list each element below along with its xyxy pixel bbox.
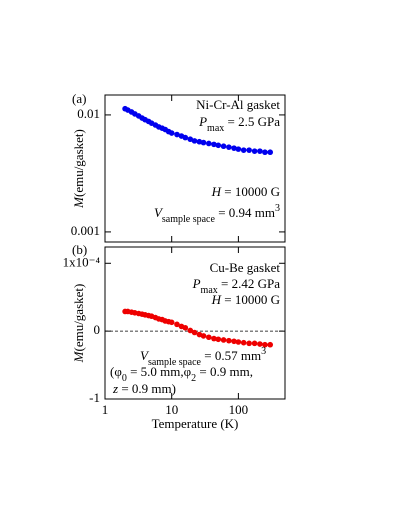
annotation: Pmax = 2.42 GPa [192, 276, 281, 296]
data-point [211, 335, 217, 342]
y-axis-label: M(emu/gasket) [71, 129, 86, 209]
data-point [262, 341, 268, 348]
data-point [182, 324, 189, 331]
text-part: (φ [110, 364, 122, 379]
text-part: = 0.57 mm [201, 348, 261, 363]
text-part: = 0.9 mm) [118, 381, 176, 396]
panel-label: (a) [72, 91, 86, 106]
data-point [182, 134, 189, 141]
x-axis-label: Temperature (K) [152, 416, 239, 431]
x-tick-label: 100 [229, 402, 249, 417]
text-part: 0 [122, 373, 127, 384]
data-point [240, 339, 247, 346]
data-point [220, 337, 227, 343]
data-point [211, 141, 217, 148]
data-point [200, 139, 207, 146]
data-point [231, 145, 237, 151]
data-point [174, 131, 180, 138]
text-part: P [198, 114, 207, 129]
data-point [262, 149, 268, 156]
data-point [226, 144, 232, 150]
data-point [257, 341, 263, 347]
data-point [267, 341, 274, 348]
text-part: (emu/gasket) [71, 284, 86, 352]
text-part: 3 [275, 203, 280, 214]
data-point [187, 136, 194, 143]
annotation: Vsample space = 0.57 mm3 [140, 346, 266, 368]
text-part: = 2.42 GPa [218, 276, 280, 291]
data-point [240, 147, 247, 153]
y-tick-label: 1x10⁻⁴ [63, 254, 101, 269]
data-point [191, 329, 198, 336]
text-part: = 0.9 mm, [196, 364, 253, 379]
data-point [215, 336, 222, 343]
data-point [168, 319, 175, 326]
text-part: P [192, 276, 201, 291]
annotation: H = 10000 G [211, 292, 280, 307]
data-point [251, 340, 258, 347]
data-point [205, 334, 212, 341]
annotation: Cu-Be gasket [210, 260, 281, 275]
data-point [174, 321, 180, 328]
y-tick-label: 0.001 [71, 223, 100, 238]
text-part: 2 [191, 373, 196, 384]
annotation: Pmax = 2.5 GPa [198, 114, 280, 134]
data-point [226, 337, 232, 344]
text-part: Ni-Cr-Al gasket [196, 97, 280, 112]
data-point [267, 149, 274, 156]
text-part: sample space [148, 357, 202, 368]
text-part: H [211, 184, 222, 199]
annotation: (φ0 = 5.0 mm,φ2 = 0.9 mm, [110, 364, 253, 384]
data-point [187, 327, 194, 334]
data-point [235, 146, 242, 152]
data-point [231, 338, 237, 345]
y-tick-label: 0 [94, 322, 101, 337]
data-point [257, 148, 263, 154]
data-point [168, 130, 175, 136]
data-point [246, 147, 252, 153]
y-axis-label: M(emu/gasket) [71, 284, 86, 364]
annotation: z = 0.9 mm) [112, 381, 176, 396]
text-part: (emu/gasket) [71, 129, 86, 197]
annotation: Ni-Cr-Al gasket [196, 97, 280, 112]
text-part: max [201, 285, 218, 296]
text-part: V [140, 348, 150, 363]
y-tick-label: -1 [89, 390, 100, 405]
text-part: Cu-Be gasket [210, 260, 281, 275]
annotation: Vsample space = 0.94 mm3 [154, 203, 280, 225]
text-part: H [211, 292, 222, 307]
text-part: V [154, 205, 164, 220]
data-point [200, 333, 207, 339]
data-point [191, 138, 198, 144]
plot-frame [104, 246, 286, 400]
text-part: sample space [162, 214, 216, 225]
annotation: H = 10000 G [211, 184, 280, 199]
x-tick-label: 10 [165, 402, 178, 417]
plot-frame [104, 94, 286, 243]
data-point [205, 140, 212, 147]
text-part: max [207, 123, 224, 134]
y-tick-label: 0.01 [77, 106, 100, 121]
x-tick-label: 1 [102, 402, 109, 417]
text-part: z [112, 381, 118, 396]
text-part: = 2.5 GPa [224, 114, 280, 129]
text-part: 3 [261, 346, 266, 357]
text-part: = 0.94 mm [215, 205, 275, 220]
text-part: = 5.0 mm,φ [127, 364, 191, 379]
data-point [220, 143, 227, 150]
data-point [246, 340, 252, 347]
data-point [235, 339, 242, 345]
text-part: = 10000 G [221, 292, 280, 307]
data-point [251, 148, 258, 154]
text-part: M [71, 350, 86, 363]
text-part: M [71, 196, 86, 209]
data-point [215, 142, 222, 149]
panel-label: (b) [72, 242, 87, 257]
text-part: = 10000 G [221, 184, 280, 199]
